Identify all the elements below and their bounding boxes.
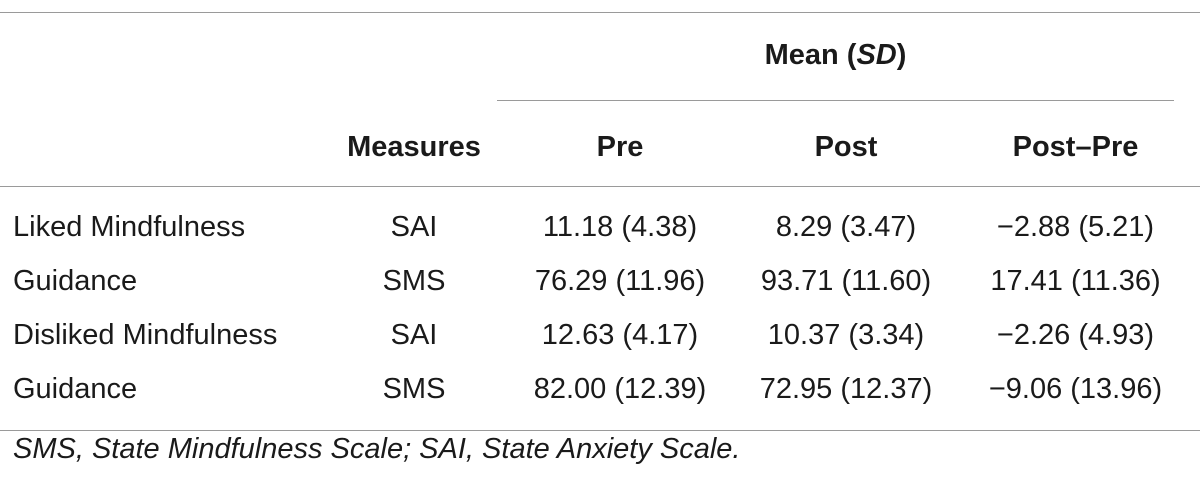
row-post-value: 72.95 (12.37) [759, 373, 933, 405]
column-header-measures: Measures [347, 131, 481, 163]
group-header-close: ) [896, 39, 907, 71]
row-pre-value: 76.29 (11.96) [534, 265, 706, 297]
row-label: Guidance [13, 265, 138, 297]
row-post-value: 8.29 (3.47) [775, 211, 917, 243]
row-diff-value: 17.41 (11.36) [990, 265, 1161, 297]
row-pre-value: 82.00 (12.39) [533, 373, 707, 405]
table-bottom-rule [0, 430, 1200, 431]
group-header-mean-label: Mean ( [764, 39, 857, 71]
row-measure: SAI [390, 211, 438, 243]
row-measure: SMS [382, 265, 446, 297]
column-header-post-pre: Post–Pre [1012, 131, 1139, 163]
column-header-pre: Pre [596, 131, 644, 163]
table-footnote: SMS, State Mindfulness Scale; SAI, State… [13, 433, 741, 465]
table-top-rule [0, 12, 1200, 13]
row-label: Disliked Mindfulness [13, 319, 278, 351]
row-measure: SAI [390, 319, 438, 351]
row-diff-value: −9.06 (13.96) [988, 373, 1163, 405]
group-header-sd-label: SD [856, 39, 897, 71]
group-header-mean-sd: Mean (SD) [497, 38, 1174, 72]
row-label: Liked Mindfulness [13, 211, 246, 243]
row-label: Guidance [13, 373, 138, 405]
row-pre-value: 11.18 (4.38) [542, 211, 698, 243]
row-measure: SMS [382, 373, 446, 405]
row-post-value: 10.37 (3.34) [767, 319, 925, 351]
row-pre-value: 12.63 (4.17) [541, 319, 699, 351]
row-diff-value: −2.26 (4.93) [996, 319, 1155, 351]
group-header-rule [497, 100, 1174, 101]
row-post-value: 93.71 (11.60) [760, 265, 932, 297]
header-bottom-rule [0, 186, 1200, 187]
row-diff-value: −2.88 (5.21) [996, 211, 1155, 243]
column-header-post: Post [814, 131, 878, 163]
